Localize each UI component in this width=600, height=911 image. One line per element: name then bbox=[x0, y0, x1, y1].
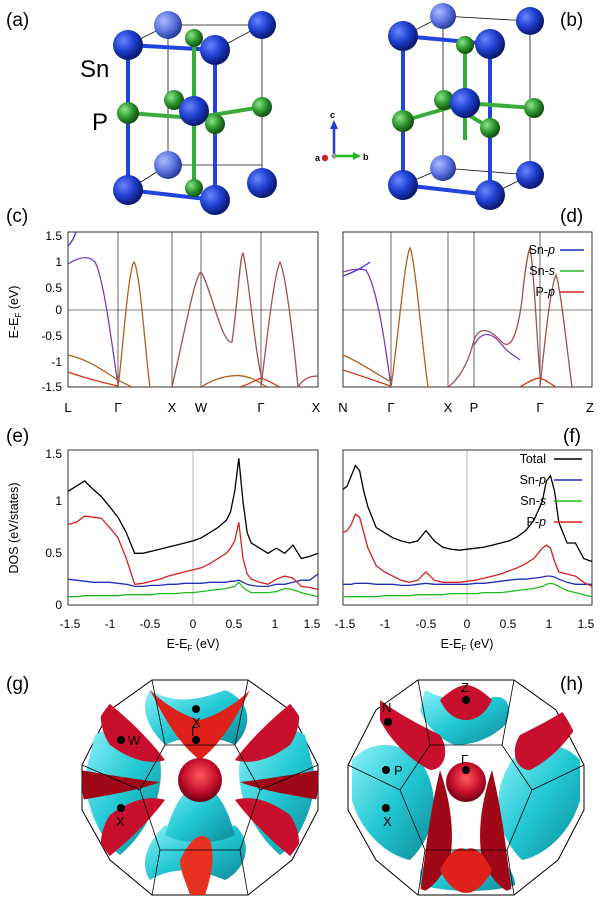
dos-f-xtick-5: 0.5 bbox=[500, 617, 517, 631]
atom-label-p: P bbox=[92, 109, 108, 136]
dos-f-xtick-3: -0.5 bbox=[416, 617, 437, 631]
band-c-ytick-6: -1 bbox=[51, 355, 62, 369]
band-c-ytick-1: 1.5 bbox=[45, 229, 62, 243]
band-c-ytick-3: 0.5 bbox=[45, 281, 62, 295]
fermi-surface-g: X W Γ X bbox=[81, 679, 319, 896]
dos-e-xtick-4: 0 bbox=[190, 617, 197, 631]
fs-h-point-z bbox=[462, 696, 470, 704]
dos-e-xtick-5: 0.5 bbox=[226, 617, 243, 631]
band-legend-label-2: Sn-s bbox=[529, 264, 555, 278]
kpoint-d-4: P bbox=[470, 400, 479, 415]
fs-h-label-gamma: Γ bbox=[461, 752, 468, 767]
panel-label-d: (d) bbox=[560, 206, 583, 227]
panel-label-f: (f) bbox=[563, 426, 581, 447]
fs-h-point-p bbox=[382, 766, 390, 774]
fermi-surface-h: N Z P Γ X bbox=[347, 679, 585, 896]
dos-legend: Total Sn-p Sn-s P-p bbox=[520, 452, 582, 529]
dos-f-xtick-4: 0 bbox=[464, 617, 471, 631]
dos-f-xtick-1: -1.5 bbox=[335, 617, 356, 631]
band-legend-label-3: P-p bbox=[536, 285, 556, 299]
crystal-structure-a bbox=[113, 11, 277, 215]
fs-g-point-x-top bbox=[192, 705, 200, 713]
dos-e-xtick-1: -1.5 bbox=[60, 617, 81, 631]
fs-h-label-x: X bbox=[383, 814, 392, 829]
kpoint-d-1: N bbox=[338, 400, 347, 415]
kpoint-c-1: L bbox=[64, 400, 71, 415]
dos-e-series-sn-p bbox=[68, 573, 318, 588]
dos-f-xtick-7: 1.5 bbox=[578, 617, 595, 631]
band-c-ytick-5: -0.5 bbox=[41, 329, 62, 343]
panel-label-b: (b) bbox=[560, 10, 583, 31]
dos-plot-f: -1.5 -1 -0.5 0 0.5 1 1.5 E-EF (eV) Total… bbox=[335, 449, 595, 653]
panel-label-h: (h) bbox=[560, 674, 583, 695]
dos-e-series-total bbox=[68, 458, 318, 560]
band-plot-c: 1.5 1 0.5 0 -0.5 -1 -1.5 E-EF (eV) L Γ X… bbox=[7, 229, 321, 415]
band-c-ytick-4: 0 bbox=[55, 303, 62, 317]
band-ylabel: E-EF (eV) bbox=[7, 286, 23, 339]
dos-e-xtick-2: -1 bbox=[105, 617, 116, 631]
band-plot-d: N Γ X P Γ Z Sn-p Sn-s P-p bbox=[338, 231, 594, 415]
dos-e-series-p-p bbox=[68, 515, 318, 591]
dos-e-ytick-1: 1.5 bbox=[45, 447, 62, 461]
kpoint-d-3: X bbox=[444, 400, 453, 415]
panel-label-c: (c) bbox=[6, 206, 28, 227]
fs-h-label-n: N bbox=[382, 700, 391, 715]
fs-g-point-gamma bbox=[192, 736, 200, 744]
band-c-ytick-2: 1 bbox=[55, 255, 62, 269]
fs-h-point-n bbox=[384, 718, 392, 726]
crystal-structure-b bbox=[388, 3, 544, 210]
kpoint-c-3: X bbox=[168, 400, 177, 415]
dos-legend-label-4: P-p bbox=[527, 515, 547, 529]
kpoint-d-5: Γ bbox=[536, 400, 543, 415]
dos-e-ytick-3: 0.5 bbox=[45, 546, 62, 560]
fs-h-point-x bbox=[382, 804, 390, 812]
atom-label-sn: Sn bbox=[80, 56, 109, 83]
dos-f-series-sn-s bbox=[343, 582, 592, 598]
dos-f-xlabel: E-EF (eV) bbox=[441, 637, 494, 653]
kpoint-d-2: Γ bbox=[387, 400, 394, 415]
fs-h-label-p: P bbox=[394, 763, 403, 778]
band-c-ytick-7: -1.5 bbox=[41, 380, 62, 394]
kpoint-d-6: Z bbox=[586, 400, 594, 415]
dos-f-xtick-2: -1 bbox=[380, 617, 391, 631]
dos-legend-label-2: Sn-p bbox=[520, 473, 546, 487]
fs-g-point-x-bottom bbox=[117, 804, 125, 812]
fs-g-label-x-bottom: X bbox=[116, 814, 125, 829]
dos-e-ytick-2: 1 bbox=[55, 494, 62, 508]
dos-legend-label-1: Total bbox=[520, 452, 546, 466]
axis-b-label: b bbox=[363, 152, 369, 162]
dos-f-xtick-6: 1 bbox=[546, 617, 553, 631]
band-legend-label-1: Sn-p bbox=[529, 243, 555, 257]
dos-e-xtick-7: 1.5 bbox=[304, 617, 321, 631]
axis-a-label: a bbox=[315, 153, 321, 163]
dos-e-ytick-4: 0 bbox=[55, 598, 62, 612]
band-legend: Sn-p Sn-s P-p bbox=[529, 243, 584, 299]
dos-legend-label-3: Sn-s bbox=[520, 494, 546, 508]
dos-e-xtick-6: 1 bbox=[272, 617, 279, 631]
panel-label-e: (e) bbox=[6, 426, 29, 447]
dos-plot-e: 1.5 1 0.5 0 -1.5 -1 -0.5 0 0.5 1 1.5 E-E… bbox=[7, 447, 321, 653]
axis-c-label: c bbox=[330, 110, 335, 120]
dos-e-xtick-3: -0.5 bbox=[140, 617, 161, 631]
kpoint-c-6: X bbox=[312, 400, 321, 415]
kpoint-c-5: Γ bbox=[257, 400, 264, 415]
panel-label-g: (g) bbox=[6, 674, 29, 695]
dos-e-series-sn-s bbox=[68, 581, 318, 598]
dos-f-series-sn-p bbox=[343, 575, 592, 587]
kpoint-c-2: Γ bbox=[114, 400, 121, 415]
kpoint-c-4: W bbox=[195, 400, 208, 415]
fs-g-label-x-top: X bbox=[192, 715, 201, 730]
dos-e-xlabel: E-EF (eV) bbox=[167, 637, 220, 653]
dos-f-series-p-p bbox=[343, 513, 592, 587]
dos-f-series-total bbox=[343, 464, 592, 563]
panel-label-a: (a) bbox=[6, 10, 29, 31]
fs-h-point-gamma bbox=[462, 766, 470, 774]
fs-g-label-w: W bbox=[128, 733, 141, 748]
fs-h-label-z: Z bbox=[461, 680, 469, 695]
fs-g-label-gamma: Γ bbox=[191, 724, 198, 739]
dos-ylabel: DOS (eV/states) bbox=[7, 483, 21, 574]
fs-g-point-w bbox=[117, 736, 125, 744]
axes-triad: c b a bbox=[315, 110, 369, 163]
